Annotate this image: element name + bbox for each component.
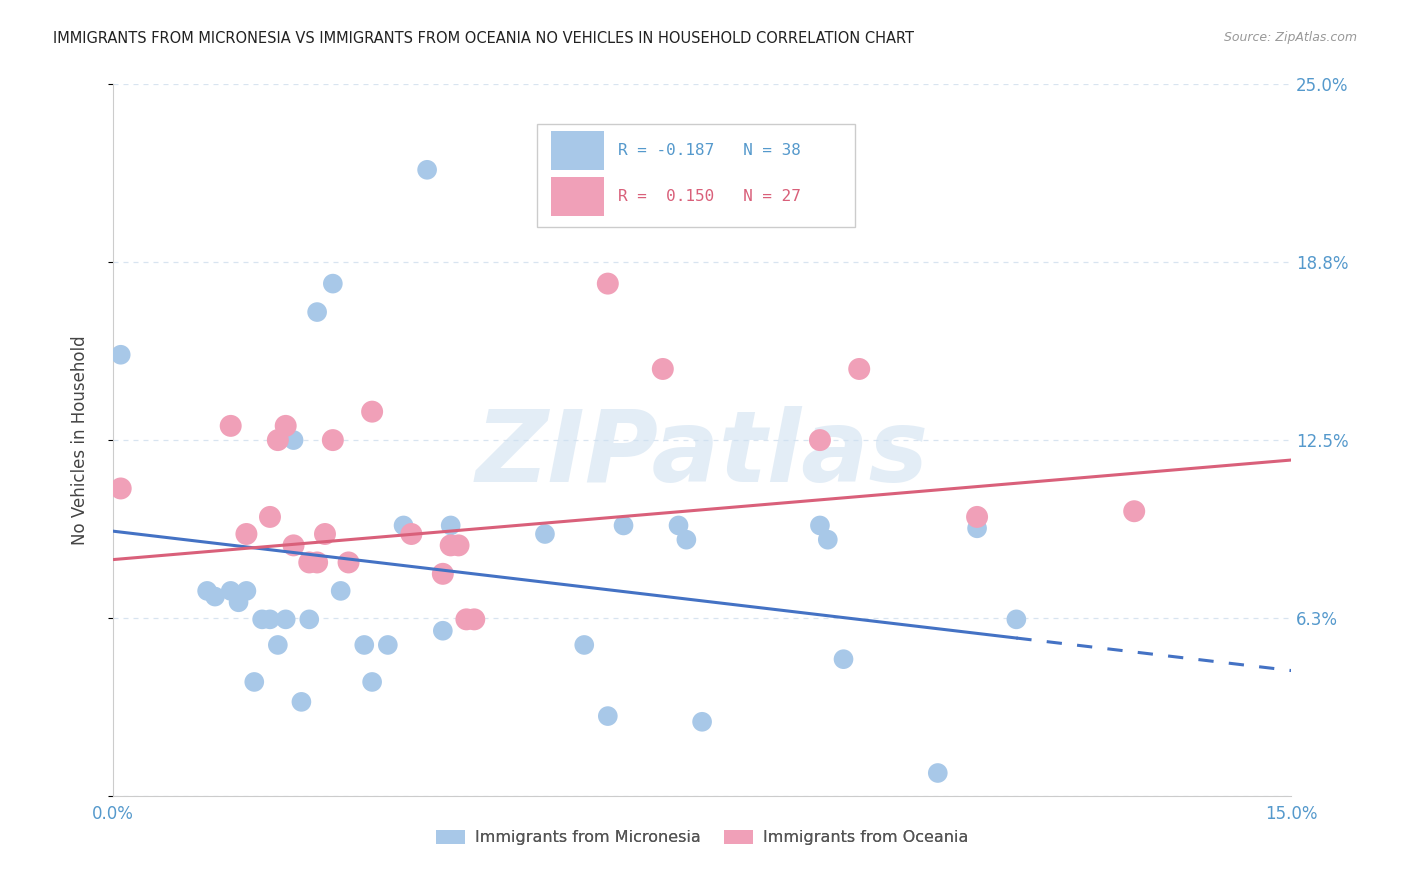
Point [832, 652, 855, 666]
Point [353, 638, 375, 652]
Point [690, 714, 713, 729]
Point [534, 527, 557, 541]
Point [235, 583, 257, 598]
Point [250, 612, 273, 626]
Point [416, 162, 439, 177]
Point [440, 538, 463, 552]
Point [966, 510, 988, 524]
Text: IMMIGRANTS FROM MICRONESIA VS IMMIGRANTS FROM OCEANIA NO VEHICLES IN HOUSEHOLD C: IMMIGRANTS FROM MICRONESIA VS IMMIGRANTS… [53, 31, 914, 46]
Text: R = -0.187   N = 38: R = -0.187 N = 38 [619, 143, 801, 158]
Point [204, 590, 226, 604]
Point [259, 612, 281, 626]
Point [675, 533, 697, 547]
Point [259, 510, 281, 524]
Point [219, 583, 242, 598]
Point [651, 362, 673, 376]
Point [298, 556, 321, 570]
Point [110, 482, 132, 496]
Point [817, 533, 839, 547]
Point [808, 433, 831, 447]
Y-axis label: No Vehicles in Household: No Vehicles in Household [72, 335, 89, 545]
Point [274, 418, 297, 433]
Point [808, 518, 831, 533]
Point [307, 305, 329, 319]
Point [235, 527, 257, 541]
FancyBboxPatch shape [551, 131, 605, 170]
Point [463, 612, 485, 626]
Point [392, 518, 415, 533]
Point [1005, 612, 1028, 626]
Point [314, 527, 336, 541]
Point [440, 518, 463, 533]
Point [274, 612, 297, 626]
Point [283, 538, 305, 552]
Point [283, 433, 305, 447]
Point [848, 362, 870, 376]
Point [243, 675, 266, 690]
Point [612, 518, 634, 533]
Point [195, 583, 218, 598]
Point [290, 695, 312, 709]
Text: R =  0.150   N = 27: R = 0.150 N = 27 [619, 189, 801, 204]
Point [337, 556, 360, 570]
Point [401, 527, 423, 541]
Point [267, 638, 290, 652]
Point [1123, 504, 1146, 518]
Point [432, 624, 454, 638]
Point [228, 595, 250, 609]
FancyBboxPatch shape [537, 124, 855, 227]
Legend: Immigrants from Micronesia, Immigrants from Oceania: Immigrants from Micronesia, Immigrants f… [430, 823, 974, 852]
Point [267, 433, 290, 447]
Point [668, 518, 690, 533]
Point [361, 675, 384, 690]
Point [322, 277, 344, 291]
Point [596, 277, 619, 291]
Point [298, 612, 321, 626]
Point [219, 418, 242, 433]
Point [337, 556, 360, 570]
Point [966, 521, 988, 535]
Point [307, 556, 329, 570]
Text: ZIPatlas: ZIPatlas [475, 406, 928, 503]
Point [377, 638, 399, 652]
Point [574, 638, 596, 652]
Point [329, 583, 352, 598]
Point [432, 566, 454, 581]
Text: Source: ZipAtlas.com: Source: ZipAtlas.com [1223, 31, 1357, 45]
Point [361, 404, 384, 418]
Point [456, 612, 478, 626]
FancyBboxPatch shape [551, 178, 605, 217]
Point [596, 709, 619, 723]
Point [110, 348, 132, 362]
Point [447, 538, 470, 552]
Point [927, 766, 949, 780]
Point [322, 433, 344, 447]
